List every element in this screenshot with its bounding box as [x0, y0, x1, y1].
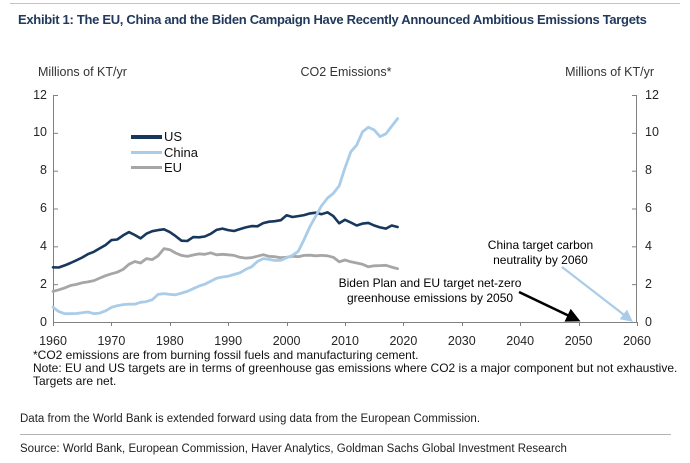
- china-target-annotation-line1: China target carbon: [487, 238, 594, 252]
- china-series-line: [51, 117, 400, 316]
- biden-eu-target-annotation: Biden Plan and EU target net-zero greenh…: [330, 276, 530, 306]
- x-tick-label: 1980: [155, 334, 184, 348]
- top-rule: [10, 3, 680, 4]
- x-tick-label: 2000: [272, 334, 301, 348]
- y-tick-label-left: 4: [40, 238, 47, 253]
- footnote-targets-net: Targets are net.: [33, 374, 117, 388]
- legend-label-us: US: [164, 129, 183, 145]
- y-tick-label-right: 0: [645, 314, 652, 329]
- y-tick-label-right: 12: [645, 87, 659, 102]
- china-target-annotation-line2: neutrality by 2060: [493, 253, 588, 267]
- legend: US China EU: [131, 129, 198, 176]
- source-line: Source: World Bank, European Commission,…: [20, 443, 567, 455]
- eu-line-swatch: [131, 166, 162, 170]
- biden-eu-target-arrow: [518, 290, 581, 322]
- y-tick-label-left: 10: [33, 125, 47, 140]
- china-target-arrow: [561, 266, 633, 322]
- x-tick-label: 1990: [214, 334, 243, 348]
- legend-item-china: China: [131, 145, 198, 161]
- biden-eu-target-annotation-line2: greenhouse emissions by 2050: [346, 291, 514, 305]
- data-extension-note: Data from the World Bank is extended for…: [20, 413, 481, 425]
- legend-label-china: China: [164, 144, 198, 160]
- legend-item-us: US: [131, 129, 198, 145]
- x-tick-label: 2010: [331, 334, 359, 348]
- chart-title: CO2 Emissions*: [300, 65, 392, 79]
- source-divider: [20, 434, 671, 435]
- x-tick-label: 2040: [506, 334, 535, 348]
- y-tick-label-left: 12: [33, 87, 47, 102]
- china-target-annotation: China target carbon neutrality by 2060: [448, 238, 633, 268]
- china-line-swatch: [131, 150, 162, 154]
- y-tick-label-right: 2: [645, 276, 652, 291]
- x-tick-label: 2060: [623, 334, 651, 348]
- y-tick-label-left: 0: [40, 314, 47, 329]
- right-axis-unit-label: Millions of KT/yr: [565, 65, 654, 79]
- left-axis-unit-label: Millions of KT/yr: [38, 65, 127, 79]
- y-tick-label-right: 4: [645, 238, 652, 253]
- y-tick-label-left: 2: [40, 276, 47, 291]
- us-series-line: [51, 211, 399, 269]
- y-tick-label-right: 10: [645, 125, 659, 140]
- x-tick-label: 2020: [389, 334, 418, 348]
- us-line-swatch: [131, 134, 162, 139]
- footnote-targets-note: Note: EU and US targets are in terms of …: [33, 361, 678, 375]
- x-tick-label: 1970: [97, 334, 126, 348]
- eu-series-line: [51, 247, 400, 293]
- x-tick-label: 1960: [39, 334, 67, 348]
- legend-label-eu: EU: [164, 160, 183, 176]
- y-tick-label-left: 6: [40, 201, 47, 215]
- y-tick-label-left: 8: [40, 163, 47, 178]
- biden-eu-target-annotation-line1: Biden Plan and EU target net-zero: [338, 276, 522, 290]
- legend-item-eu: EU: [131, 160, 198, 176]
- footnote-co2-definition: *CO2 emissions are from burning fossil f…: [33, 348, 419, 362]
- x-tick-label: 2050: [564, 334, 593, 348]
- y-tick-label-right: 6: [645, 201, 652, 215]
- y-tick-label-right: 8: [645, 163, 652, 178]
- page-title: Exhibit 1: The EU, China and the Biden C…: [18, 12, 647, 27]
- x-tick-label: 2030: [447, 334, 476, 348]
